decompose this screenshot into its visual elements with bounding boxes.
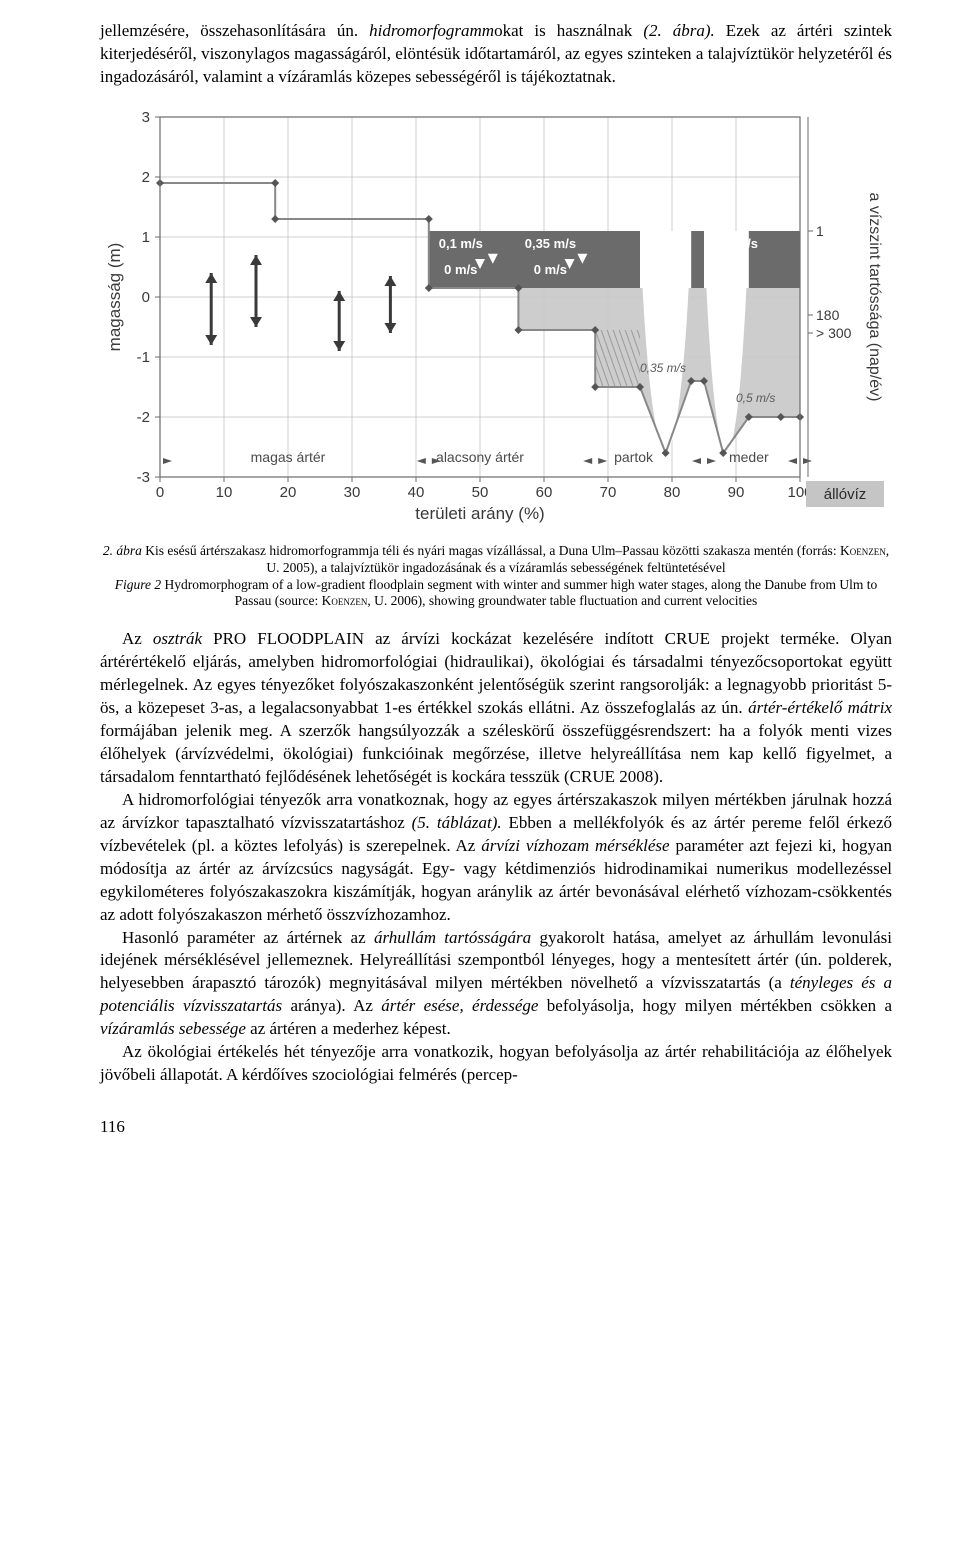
caption-en-author: Koenzen	[322, 593, 368, 608]
p3-e: aránya). Az	[282, 996, 381, 1015]
p2-d: árvízi vízhozam mérséklése	[481, 836, 669, 855]
svg-text:magas ártér: magas ártér	[251, 449, 326, 465]
svg-text:0 m/s: 0 m/s	[444, 262, 477, 277]
svg-text:180: 180	[816, 307, 840, 323]
svg-text:magasság (m): magasság (m)	[105, 242, 124, 351]
svg-text:meder: meder	[729, 449, 769, 465]
intro-paragraph: jellemzésére, összehasonlítására ún. hid…	[100, 20, 892, 89]
caption-hu-text: Kis esésű ártérszakasz hidromorfogrammja…	[142, 543, 840, 558]
intro-text-1: jellemzésére, összehasonlítására ún.	[100, 21, 369, 40]
p3-a: Hasonló paraméter az ártérnek az	[122, 928, 374, 947]
p3-g: befolyásolja, hogy milyen mértékben csök…	[538, 996, 892, 1015]
svg-text:0,35 m/s: 0,35 m/s	[525, 236, 576, 251]
svg-text:alacsony ártér: alacsony ártér	[436, 449, 524, 465]
p3-f: ártér esése, érdessége	[381, 996, 538, 1015]
p3-h: vízáramlás sebessége	[100, 1019, 246, 1038]
figure-caption: 2. ábra Kis esésű ártérszakasz hidromorf…	[100, 543, 892, 611]
svg-text:-2: -2	[137, 409, 150, 426]
caption-hu-label: 2. ábra	[103, 543, 142, 558]
p2-b: (5. táblázat).	[412, 813, 502, 832]
svg-text:-1: -1	[137, 349, 150, 366]
svg-text:70: 70	[600, 484, 617, 501]
svg-text:0 m/s: 0 m/s	[534, 262, 567, 277]
svg-text:1: 1	[816, 223, 824, 239]
p1-d: ártér-értékelő mátrix	[748, 698, 892, 717]
p1-b: osztrák	[153, 629, 202, 648]
svg-text:1: 1	[142, 229, 150, 246]
svg-text:0,5 m/s: 0,5 m/s	[736, 391, 775, 405]
caption-en-label: Figure 2	[115, 577, 161, 592]
body-p1: Az osztrák PRO FLOODPLAIN az árvízi kock…	[100, 628, 892, 789]
intro-italic-2: (2. ábra).	[643, 21, 714, 40]
svg-text:30: 30	[344, 484, 361, 501]
svg-text:2: 2	[142, 169, 150, 186]
svg-text:90: 90	[728, 484, 745, 501]
svg-text:0: 0	[142, 289, 150, 306]
page-number: 116	[100, 1117, 892, 1137]
svg-text:területi arány (%): területi arány (%)	[415, 504, 544, 523]
svg-text:3: 3	[142, 109, 150, 126]
svg-text:partok: partok	[614, 449, 654, 465]
intro-italic-1: hidromorfogramm	[369, 21, 494, 40]
p3-b: árhullám tartósságára	[374, 928, 531, 947]
svg-text:0,35 m/s: 0,35 m/s	[640, 361, 686, 375]
caption-en-after: , U. 2006), showing groundwater table fl…	[367, 593, 757, 608]
p4-a: Az ökológiai értékelés hét tényezője arr…	[100, 1042, 892, 1084]
svg-text:-3: -3	[137, 469, 150, 486]
svg-text:40: 40	[408, 484, 425, 501]
body-p2: A hidromorfológiai tényezők arra vonatko…	[100, 789, 892, 927]
svg-text:60: 60	[536, 484, 553, 501]
p1-e: formájában jelenik meg. A szerzők hangsú…	[100, 721, 892, 786]
svg-text:20: 20	[280, 484, 297, 501]
hydromorphogram-svg: 0,1 m/s0 m/s0,35 m/s0 m/s0,70,8 m/s0,35 …	[100, 107, 892, 537]
svg-text:> 300: > 300	[816, 325, 852, 341]
svg-text:a vízszint tartóssága (nap/év): a vízszint tartóssága (nap/év)	[866, 192, 883, 401]
svg-text:állóvíz: állóvíz	[824, 486, 867, 503]
p1-a: Az	[122, 629, 153, 648]
intro-text-3: okat is használnak	[494, 21, 643, 40]
hydromorphogram-figure: 0,1 m/s0 m/s0,35 m/s0 m/s0,70,8 m/s0,35 …	[100, 107, 892, 537]
svg-text:80: 80	[664, 484, 681, 501]
body-p4: Az ökológiai értékelés hét tényezője arr…	[100, 1041, 892, 1087]
svg-text:50: 50	[472, 484, 489, 501]
body-p3: Hasonló paraméter az ártérnek az árhullá…	[100, 927, 892, 1042]
svg-text:10: 10	[216, 484, 233, 501]
caption-hu-author: Koenzen	[840, 543, 886, 558]
svg-text:0: 0	[156, 484, 164, 501]
svg-text:0,1 m/s: 0,1 m/s	[439, 236, 483, 251]
p3-i: az ártéren a mederhez képest.	[246, 1019, 451, 1038]
